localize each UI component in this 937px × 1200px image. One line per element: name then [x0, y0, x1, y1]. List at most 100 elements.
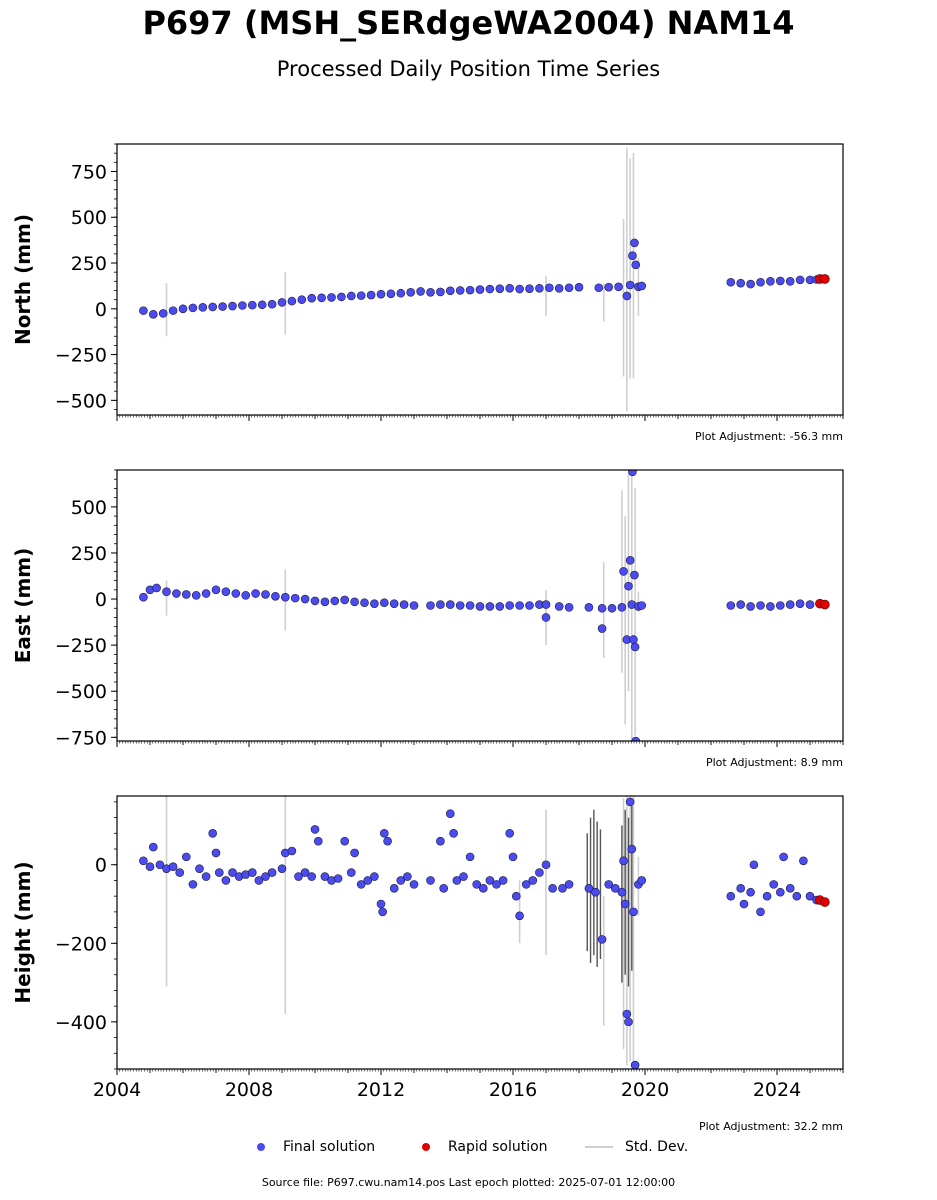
final-point [775, 601, 785, 610]
final-point [756, 907, 765, 917]
final-point [376, 289, 386, 299]
final-point [277, 864, 287, 873]
final-point [455, 286, 465, 295]
final-point [630, 642, 640, 652]
final-point [409, 880, 419, 889]
final-point [155, 860, 165, 870]
legend-final-marker [257, 1143, 265, 1151]
final-point [614, 282, 623, 292]
y-tick-label: −400 [55, 1012, 107, 1034]
final-point [795, 599, 805, 608]
final-point [406, 288, 416, 297]
final-point [149, 842, 158, 852]
final-point [505, 283, 515, 293]
final-point [376, 899, 386, 909]
final-point [333, 874, 343, 883]
final-point [792, 891, 802, 901]
final-point [191, 591, 201, 600]
final-point [465, 285, 475, 295]
final-point [389, 884, 399, 893]
final-point [158, 309, 168, 318]
final-point [762, 891, 772, 901]
final-point [403, 872, 412, 881]
final-point [746, 279, 755, 289]
legend-rapid-marker [422, 1143, 430, 1151]
final-point [228, 301, 237, 311]
final-point [756, 277, 765, 287]
final-point [261, 590, 270, 599]
final-point [485, 876, 495, 885]
legend-stddev-label: Std. Dev. [625, 1139, 689, 1155]
y-tick-label: 500 [71, 497, 107, 519]
final-point [386, 289, 396, 299]
final-point [201, 872, 211, 881]
x-tick-label: 2020 [621, 1079, 669, 1101]
final-point [607, 603, 617, 613]
x-tick-label: 2004 [93, 1079, 141, 1101]
final-point [535, 283, 544, 293]
final-point [472, 880, 482, 889]
final-point [795, 275, 805, 285]
final-point [241, 591, 250, 600]
final-point [188, 880, 198, 889]
final-point [756, 601, 765, 610]
final-point [617, 603, 627, 612]
legend-stddev: Std. Dev. [585, 1137, 688, 1157]
final-point [564, 880, 574, 889]
final-point [622, 1009, 632, 1019]
final-point [452, 876, 462, 885]
final-point [515, 284, 524, 294]
final-point [379, 829, 389, 838]
final-point [346, 291, 356, 301]
final-point [363, 876, 373, 885]
final-point [379, 598, 389, 608]
final-point [775, 276, 785, 286]
final-point [294, 872, 303, 881]
final-point [749, 860, 759, 870]
final-point [188, 303, 198, 313]
final-point [785, 884, 795, 893]
final-point [505, 829, 515, 838]
final-point [584, 603, 594, 612]
final-point [416, 287, 425, 296]
final-point [277, 298, 287, 307]
final-point [511, 891, 521, 901]
final-point [736, 278, 746, 288]
final-point [630, 238, 639, 248]
final-point [182, 590, 191, 599]
final-point [228, 868, 237, 877]
final-point [383, 836, 392, 846]
final-point [248, 300, 257, 310]
final-point [637, 876, 647, 885]
final-point [726, 891, 736, 901]
final-point [597, 935, 607, 944]
final-point [544, 283, 554, 293]
final-point [389, 599, 399, 608]
final-point [201, 589, 211, 598]
legend-stddev-marker [585, 1146, 613, 1148]
final-point [261, 872, 270, 881]
final-point [629, 635, 638, 644]
final-point [370, 872, 379, 881]
final-point [528, 876, 538, 885]
final-point [805, 600, 815, 609]
final-point [515, 911, 524, 921]
final-point [630, 1060, 640, 1069]
final-point [746, 887, 755, 897]
final-point [445, 286, 455, 296]
final-point [627, 844, 637, 854]
final-point [439, 884, 449, 893]
final-point [238, 301, 247, 310]
plot-adjustment-label: Plot Adjustment: 32.2 mm [699, 1120, 843, 1133]
final-point [198, 303, 208, 312]
plot-adjustment-label: Plot Adjustment: 8.9 mm [706, 756, 843, 769]
legend-rapid-label: Rapid solution [448, 1139, 548, 1155]
final-point [152, 583, 161, 593]
final-point [619, 567, 628, 576]
final-point [726, 277, 736, 287]
final-point [396, 876, 406, 885]
final-point [630, 570, 639, 580]
final-point [541, 600, 551, 609]
final-point [492, 880, 501, 889]
final-point [248, 868, 257, 877]
